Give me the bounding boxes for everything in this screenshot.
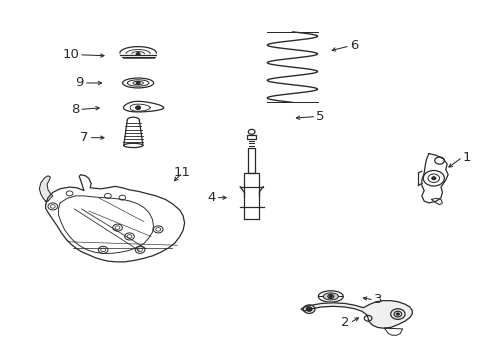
Text: 6: 6 xyxy=(349,40,358,53)
Circle shape xyxy=(396,313,399,315)
Circle shape xyxy=(327,294,333,298)
Text: 11: 11 xyxy=(173,166,190,179)
Bar xyxy=(248,148,254,173)
Text: 10: 10 xyxy=(62,48,79,61)
Text: 7: 7 xyxy=(80,131,89,144)
Text: 9: 9 xyxy=(76,76,84,90)
Polygon shape xyxy=(40,176,53,201)
Text: 3: 3 xyxy=(373,293,382,306)
Text: 2: 2 xyxy=(341,316,349,329)
Circle shape xyxy=(305,307,311,311)
Text: 4: 4 xyxy=(207,191,215,204)
Circle shape xyxy=(328,295,331,297)
Bar xyxy=(247,135,255,139)
Bar xyxy=(244,173,258,219)
Text: 8: 8 xyxy=(71,103,79,116)
Text: 1: 1 xyxy=(462,150,470,163)
Circle shape xyxy=(136,82,140,84)
Circle shape xyxy=(431,177,435,180)
Circle shape xyxy=(136,53,140,55)
Polygon shape xyxy=(301,301,411,328)
Circle shape xyxy=(136,106,140,109)
Ellipse shape xyxy=(323,293,338,300)
Text: 5: 5 xyxy=(316,110,324,123)
